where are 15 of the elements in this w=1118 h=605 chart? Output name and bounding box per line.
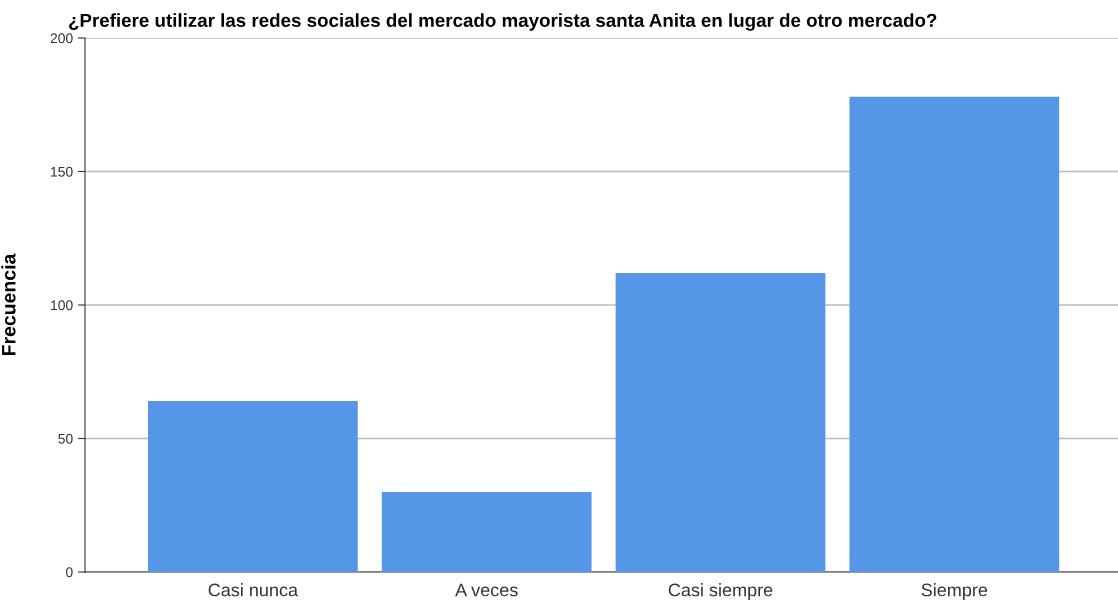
x-tick-label: Casi nunca bbox=[208, 583, 299, 597]
x-tick-label: Siempre bbox=[921, 583, 988, 600]
bar bbox=[849, 96, 1060, 572]
y-tick-label: 0 bbox=[66, 567, 73, 578]
bar bbox=[381, 491, 592, 572]
chart-title: ¿Prefiere utilizar las redes sociales del mercado mayorista santa Anita en lugar de otro mercado? bbox=[69, 13, 937, 31]
y-tick-label: 150 bbox=[51, 166, 73, 177]
y-tick-label: 100 bbox=[51, 300, 73, 311]
bar bbox=[148, 401, 358, 572]
x-tick-label: Casi siempre bbox=[668, 583, 773, 600]
y-tick-label: 50 bbox=[58, 433, 73, 444]
y-tick-label: 200 bbox=[50, 33, 73, 44]
x-tick-label: A veces bbox=[455, 583, 518, 597]
bar bbox=[615, 272, 826, 572]
y-axis-title: Frecuencia bbox=[1, 253, 16, 356]
